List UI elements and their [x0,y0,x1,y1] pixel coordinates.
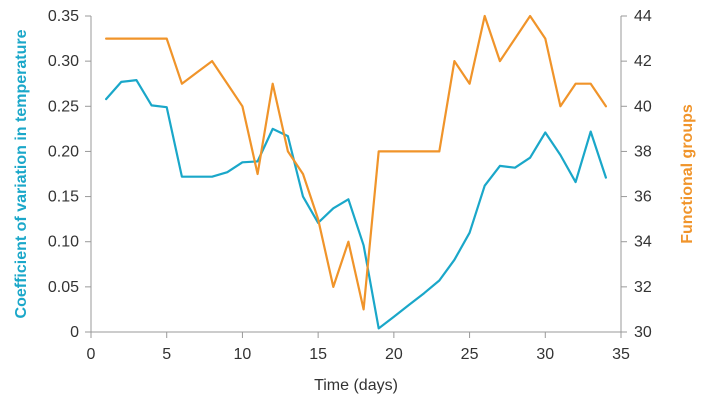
right-y-tick-label: 38 [634,143,652,160]
left-y-tick-label: 0.35 [48,8,79,25]
right-y-tick-label: 44 [634,8,652,25]
x-tick-label: 20 [385,346,403,363]
x-tick-label: 0 [87,346,96,363]
functional-groups-series-line [104,14,608,311]
tick-labels: 0 5 10 15 20 25 30 3500.050.100.150.200.250.300… [48,8,652,363]
left-y-tick-label: 0 [70,324,79,341]
series-lines [104,14,608,330]
x-tick-label: 30 [536,346,554,363]
left-y-axis-title: Coefficient of variation in temperature [13,29,30,318]
right-y-tick-label: 40 [634,98,652,115]
x-tick-label: 35 [612,346,630,363]
right-y-tick-label: 42 [634,53,652,70]
axes [90,16,622,333]
right-y-tick-label: 30 [634,324,652,341]
left-y-tick-label: 0.05 [48,279,79,296]
x-tick-label: 10 [234,346,252,363]
x-tick-label: 15 [309,346,327,363]
right-y-tick-label: 34 [634,234,652,251]
temperature-cv-series-line [104,78,608,330]
left-y-tick-label: 0.10 [48,234,79,251]
left-y-tick-label: 0.30 [48,53,79,70]
left-y-tick-label: 0.15 [48,189,79,206]
left-y-tick-label: 0.20 [48,143,79,160]
right-y-tick-label: 36 [634,189,652,206]
right-y-tick-label: 32 [634,279,652,296]
x-tick-label: 25 [461,346,479,363]
left-y-tick-label: 0.25 [48,98,79,115]
tick-marks [85,15,627,338]
right-y-axis-title: Functional groups [679,104,696,244]
x-axis-title: Time (days) [314,377,398,394]
x-tick-label: 5 [162,346,171,363]
